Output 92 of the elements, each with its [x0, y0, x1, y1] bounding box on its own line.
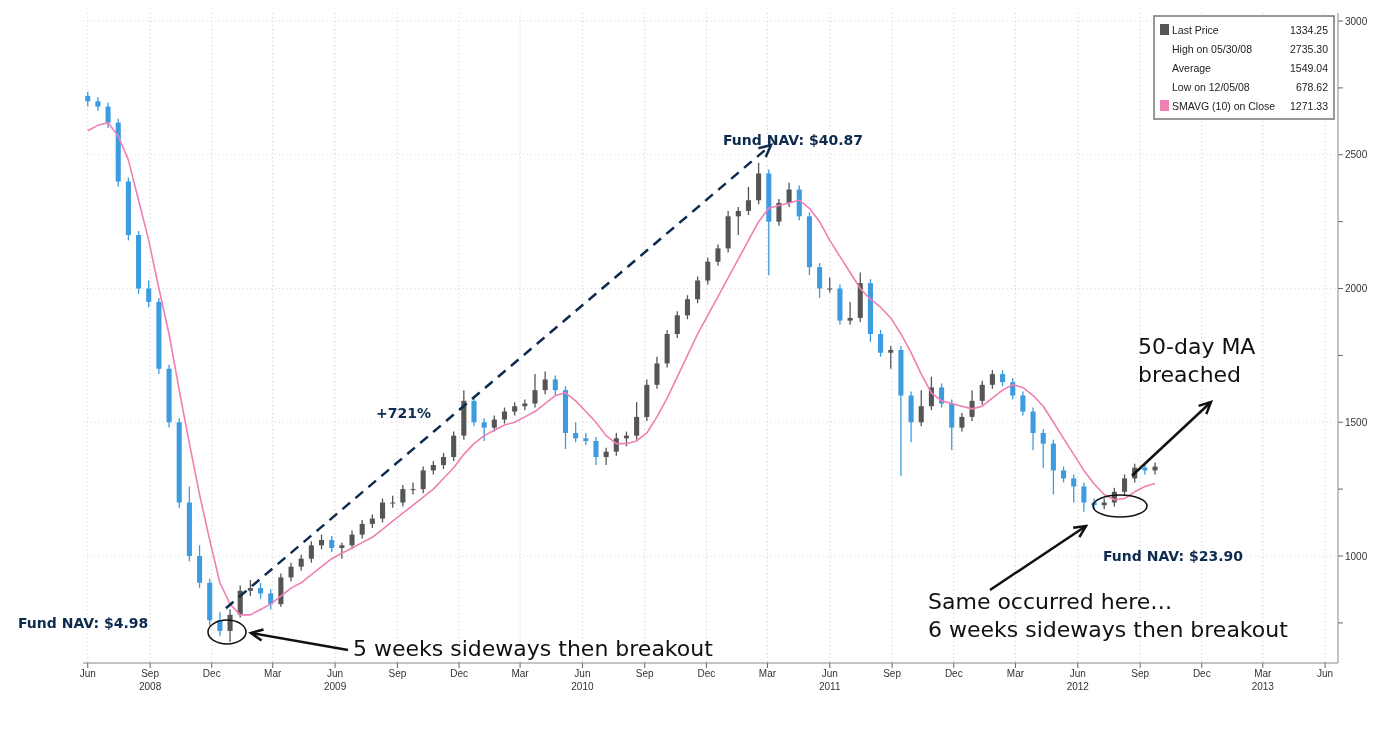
x-tick-label: Jun [1317, 668, 1334, 679]
x-tick-label: Dec [202, 668, 221, 679]
candlestick [847, 301, 853, 326]
candlestick [542, 370, 548, 395]
candlestick [268, 588, 274, 611]
candlestick [410, 481, 416, 496]
candlestick [715, 243, 721, 267]
annotation: 5 weeks sideways then breakout [353, 636, 714, 661]
candlestick [481, 417, 487, 442]
x-tick-label: Mar 2013 [1251, 668, 1275, 692]
candlestick [654, 356, 660, 390]
legend-label: SMAVG (10) on Close [1172, 100, 1276, 112]
x-tick-label: Sep [1131, 668, 1150, 679]
candlestick [735, 206, 741, 236]
y-tick-label: 1000 [1345, 550, 1368, 562]
x-tick-label: Sep [635, 668, 655, 679]
candlestick [339, 541, 345, 560]
candlestick [888, 345, 894, 370]
y-tick-label: 2500 [1345, 149, 1368, 161]
x-tick-label: Sep [388, 668, 407, 679]
candlestick [939, 382, 945, 409]
candlestick [379, 497, 386, 524]
candlestick [451, 430, 457, 462]
candlestick [573, 421, 579, 443]
candlestick [695, 275, 701, 304]
candlestick [532, 373, 538, 409]
x-tick-label: Mar [511, 668, 530, 679]
candlestick [959, 412, 965, 433]
candlestick [878, 329, 884, 358]
candlestick [593, 436, 599, 466]
annotation: Low on 12/05/08 [1172, 81, 1250, 93]
x-tick-label: Jun 2012 [1066, 668, 1090, 692]
candlestick [776, 198, 782, 227]
annotation: +721% [376, 405, 431, 421]
annotation: Same occurred here… 6 weeks sideways then breakout [928, 589, 1289, 642]
candlestick [603, 447, 609, 466]
candlestick [989, 369, 995, 390]
candlestick [979, 380, 985, 406]
candlestick [1122, 473, 1128, 497]
x-tick-label: Dec [1192, 668, 1211, 679]
candlestick [634, 401, 640, 441]
annotation: 678.62 [1295, 81, 1329, 93]
annotation: Average [1172, 62, 1212, 74]
candlestick [1020, 390, 1026, 417]
candlestick [817, 262, 823, 299]
candlestick [359, 519, 365, 540]
x-tick-label: Sep [883, 668, 902, 679]
candlestick [705, 257, 711, 286]
x-tick-label: Sep 2008 [138, 668, 162, 692]
y-tick-label: 2000 [1345, 283, 1368, 295]
candlestick [400, 484, 406, 508]
x-tick-label: Mar [1006, 668, 1025, 679]
annotation: 1549.04 [1290, 62, 1329, 74]
candlestick [684, 294, 690, 320]
annotation: Fund NAV: $23.90 [1103, 548, 1244, 564]
x-tick-label: Mar [264, 668, 283, 679]
candlestick [105, 101, 111, 129]
annotation: 50-day MA breached [1138, 334, 1256, 387]
x-tick-label: Dec [944, 668, 963, 679]
x-tick-label: Dec [450, 668, 468, 679]
annotation: Fund NAV: $40.87 [723, 132, 863, 148]
candlestick [552, 374, 558, 397]
annotation: 2735.30 [1290, 43, 1329, 55]
legend-label: Last Price [1172, 24, 1219, 36]
candlestick [471, 396, 477, 427]
candlestick [674, 310, 680, 339]
annotation: High on 05/30/08 [1172, 43, 1253, 55]
x-tick-label: Jun 2010 [571, 668, 594, 692]
x-tick-label: Jun 2009 [323, 668, 347, 692]
candlestick [288, 562, 294, 583]
candlestick [1152, 461, 1158, 476]
y-tick-label: 1500 [1345, 416, 1368, 428]
x-tick-label: Mar [758, 668, 777, 679]
x-tick-label: Jun [79, 668, 96, 679]
candlestick [95, 96, 101, 112]
annotation: Fund NAV: $4.98 [18, 615, 149, 631]
candlestick [1040, 428, 1046, 469]
candlestick [1081, 481, 1087, 513]
candlestick [1030, 406, 1036, 451]
x-tick-label: Dec [697, 668, 716, 679]
annotation: 1271.33 [1290, 100, 1329, 112]
candlestick [1010, 377, 1016, 401]
candlestick [146, 279, 152, 308]
annotation: 1334.25 [1290, 24, 1329, 36]
y-tick-label: 3000 [1345, 15, 1368, 27]
candlestick [1071, 473, 1077, 504]
candlestick [918, 389, 924, 427]
candlestick [308, 540, 314, 564]
x-tick-label: Jun 2011 [819, 668, 841, 692]
candlestick [745, 186, 751, 216]
candlestick [613, 432, 619, 457]
candlestick [420, 465, 426, 494]
